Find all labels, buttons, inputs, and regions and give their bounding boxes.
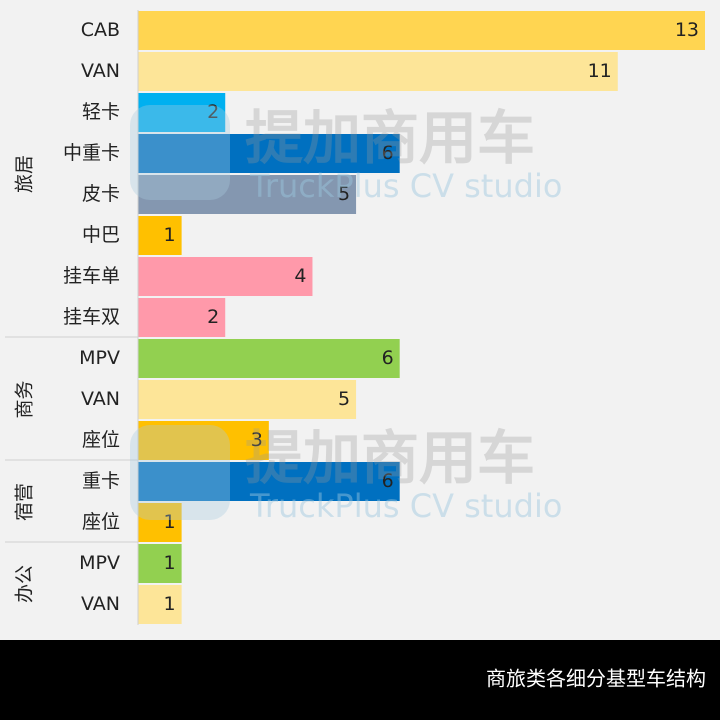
- caption: 商旅类各细分基型车结构: [486, 667, 706, 691]
- value-label: 6: [382, 142, 394, 164]
- bar: [138, 134, 400, 173]
- category-label: 座位: [82, 511, 120, 533]
- bar: [138, 503, 182, 542]
- group-label: 办公: [14, 565, 36, 603]
- category-label: MPV: [79, 347, 120, 369]
- value-label: 3: [251, 429, 263, 451]
- watermark-title: 提加商用车: [245, 104, 535, 172]
- value-label: 5: [338, 183, 350, 205]
- background: [0, 0, 720, 640]
- bar: [138, 257, 313, 296]
- watermark-logo: [130, 105, 230, 200]
- bar: [138, 462, 400, 501]
- bar: [138, 585, 182, 624]
- category-label: 挂车双: [63, 306, 120, 328]
- bar: [138, 11, 705, 50]
- category-label: 座位: [82, 429, 120, 451]
- bar: [138, 339, 400, 378]
- category-label: 中巴: [82, 224, 120, 246]
- value-label: 1: [164, 224, 176, 246]
- bar: [138, 298, 226, 337]
- category-label: VAN: [81, 388, 120, 410]
- value-label: 4: [294, 265, 306, 287]
- category-label: VAN: [81, 60, 120, 82]
- group-label: 商务: [14, 380, 36, 418]
- watermark-logo: [130, 425, 230, 520]
- category-label: VAN: [81, 593, 120, 615]
- category-label: 挂车单: [63, 265, 120, 287]
- bar: [138, 421, 269, 460]
- value-label: 6: [382, 470, 394, 492]
- category-label: CAB: [81, 19, 120, 41]
- value-label: 1: [164, 511, 176, 533]
- category-label: 中重卡: [63, 142, 120, 164]
- watermark-subtitle: TruckPlus CV studio: [249, 487, 562, 525]
- category-label: 轻卡: [82, 101, 120, 123]
- bar: [138, 52, 618, 91]
- watermark-title: 提加商用车: [245, 424, 535, 492]
- group-label: 宿营: [14, 483, 36, 521]
- bar: [138, 216, 182, 255]
- category-label: MPV: [79, 552, 120, 574]
- value-label: 5: [338, 388, 350, 410]
- bar: [138, 380, 357, 419]
- category-label: 皮卡: [82, 183, 120, 205]
- value-label: 1: [164, 593, 176, 615]
- category-label: 重卡: [82, 470, 120, 492]
- bar: [138, 544, 182, 583]
- bar: [138, 175, 357, 214]
- value-label: 2: [207, 101, 219, 123]
- group-label: 旅居: [14, 155, 36, 193]
- value-label: 2: [207, 306, 219, 328]
- footer: [0, 640, 720, 720]
- bar: [138, 93, 226, 132]
- value-label: 11: [588, 60, 612, 82]
- value-label: 1: [164, 552, 176, 574]
- value-label: 6: [382, 347, 394, 369]
- value-label: 13: [675, 19, 699, 41]
- watermark-subtitle: TruckPlus CV studio: [249, 167, 562, 205]
